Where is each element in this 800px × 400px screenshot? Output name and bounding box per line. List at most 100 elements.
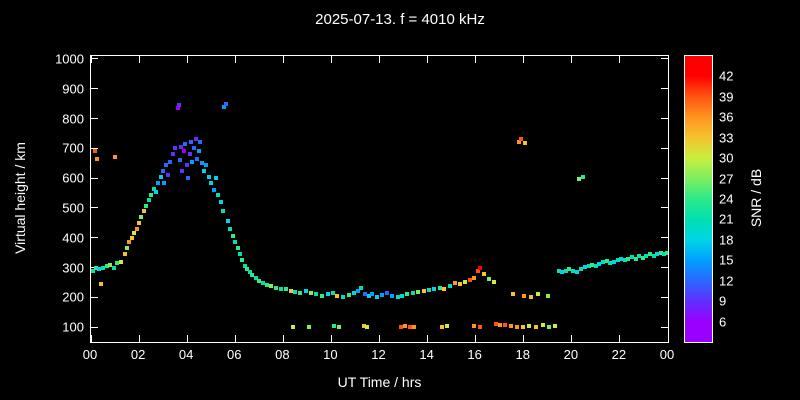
tick-mark [91,237,98,239]
data-point [533,324,538,329]
tick-mark [661,326,668,328]
data-point [626,256,631,261]
data-point [355,289,360,294]
data-point [629,254,634,259]
data-point [411,291,416,296]
tick-mark [475,335,477,342]
data-point [437,285,442,290]
data-point [91,268,96,273]
data-point [502,323,507,328]
data-point [306,325,311,330]
data-point [180,168,185,173]
data-point [141,208,146,213]
data-point [395,294,400,299]
data-point [405,292,410,297]
data-point [330,291,335,296]
data-point [165,173,170,178]
data-point [514,324,519,329]
colorbar-tick-label: 9 [719,293,727,309]
data-point [134,226,139,231]
y-tick-label: 600 [62,170,84,186]
x-tick-label: 00 [659,347,675,362]
data-point [199,161,204,166]
data-point [560,270,565,275]
data-point [608,260,613,265]
tick-mark [661,237,668,239]
tick-mark [571,335,573,342]
data-point [153,189,158,194]
y-axis-label: Virtual height / km [12,142,28,254]
colorbar-tick-label: 21 [719,211,734,227]
data-point [593,264,598,269]
data-point [189,159,194,164]
data-point [235,246,240,251]
data-point [567,267,572,272]
y-tick-label: 800 [62,111,84,127]
data-point [421,288,426,293]
colorbar-tick-label: 39 [719,89,734,105]
tick-mark [661,296,668,298]
data-point [206,174,211,179]
data-point [370,292,375,297]
data-point [516,139,521,144]
tick-mark [475,56,477,63]
data-point [192,146,197,151]
data-point [476,269,481,274]
tick-mark [667,56,668,63]
data-point [177,158,182,163]
data-point [104,264,109,269]
x-tick-label: 04 [178,347,194,362]
data-point [288,288,293,293]
y-tick-label: 700 [62,140,84,156]
data-point [97,267,102,271]
y-tick-label: 400 [62,230,84,246]
plot-area [90,55,669,343]
data-point [308,291,313,296]
data-point [664,250,668,255]
data-point [583,264,588,269]
data-point [640,255,645,260]
data-point [247,269,252,274]
x-tick-label: 10 [323,347,338,362]
data-point [224,101,229,106]
tick-mark [661,207,668,209]
data-point [536,292,541,297]
data-point [197,149,202,154]
data-point [478,266,483,271]
tick-mark [91,58,98,60]
data-point [253,275,258,280]
data-point [604,258,609,263]
data-point [151,186,156,191]
data-point [651,253,656,258]
data-point [519,136,524,141]
data-point [226,219,231,224]
data-point [173,146,178,151]
data-point [101,265,106,270]
data-point [335,293,340,298]
tick-mark [661,267,668,269]
data-point [204,162,209,167]
data-point [242,264,247,269]
y-tick-label: 200 [62,289,84,305]
data-point [361,323,366,328]
data-point [92,149,97,154]
data-point [453,281,458,285]
data-point [379,292,384,297]
tick-mark [619,56,621,63]
tick-mark [330,56,332,63]
data-point [198,140,203,145]
tick-mark [667,335,668,342]
colorbar-tick-label: 30 [719,150,734,166]
tick-mark [379,335,380,342]
data-point [187,152,192,157]
data-point [221,208,226,213]
data-point [619,256,624,261]
tick-mark [91,207,98,209]
data-point [93,265,98,270]
colorbar-tick-label: 18 [719,232,734,248]
data-point [257,278,262,283]
colorbar [684,55,713,343]
data-point [389,293,394,298]
data-point [520,325,525,330]
